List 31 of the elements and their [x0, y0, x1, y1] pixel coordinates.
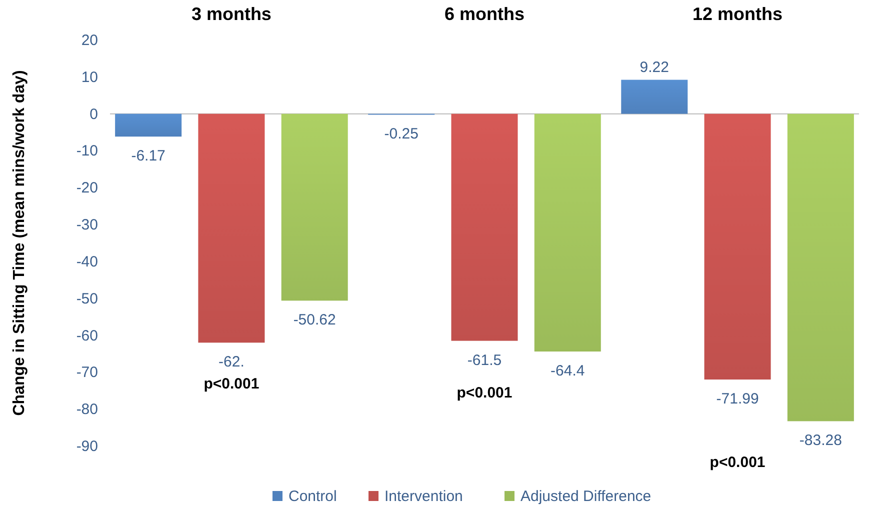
y-tick-label: 10 [81, 68, 98, 86]
data-label: -83.28 [799, 432, 842, 450]
y-tick-label: -10 [76, 142, 98, 160]
data-label: -61.5 [467, 352, 502, 369]
text: p<0.001 [710, 454, 766, 472]
y-tick-label: -40 [76, 253, 98, 270]
y-tick-label: -70 [76, 364, 98, 382]
y-tick-label: 20 [81, 32, 98, 49]
data-label: -6.17 [131, 148, 166, 165]
x-tick-label: 3 months [191, 4, 272, 24]
legend-label: Adjusted Difference [520, 488, 652, 505]
y-tick-label: -60 [76, 327, 98, 344]
x-tick-label: 12 months [692, 4, 783, 24]
y-tick-label: -50 [76, 290, 98, 308]
data-label: -62. [218, 354, 244, 371]
y-tick-label: 0 [90, 106, 98, 123]
data-label: -50.62 [293, 312, 336, 329]
y-tick-label: -80 [76, 401, 98, 418]
annotation: p<0.001 [204, 376, 260, 393]
x-tick-label: 6 months [444, 4, 525, 24]
data-label: -71.99 [716, 390, 759, 408]
data-label: 9.22 [640, 58, 669, 76]
y-tick-label: -20 [76, 180, 98, 197]
data-label: -64.4 [550, 362, 585, 380]
annotation: p<0.001 [456, 384, 512, 402]
y-axis-title: Change in Sitting Time (mean mins/work day) [11, 70, 28, 416]
legend-label: Intervention [384, 488, 463, 505]
data-label: -0.25 [384, 126, 418, 143]
y-tick-label: -90 [76, 438, 98, 455]
y-tick-label: -30 [76, 216, 98, 234]
legend-label: Control [288, 488, 337, 505]
